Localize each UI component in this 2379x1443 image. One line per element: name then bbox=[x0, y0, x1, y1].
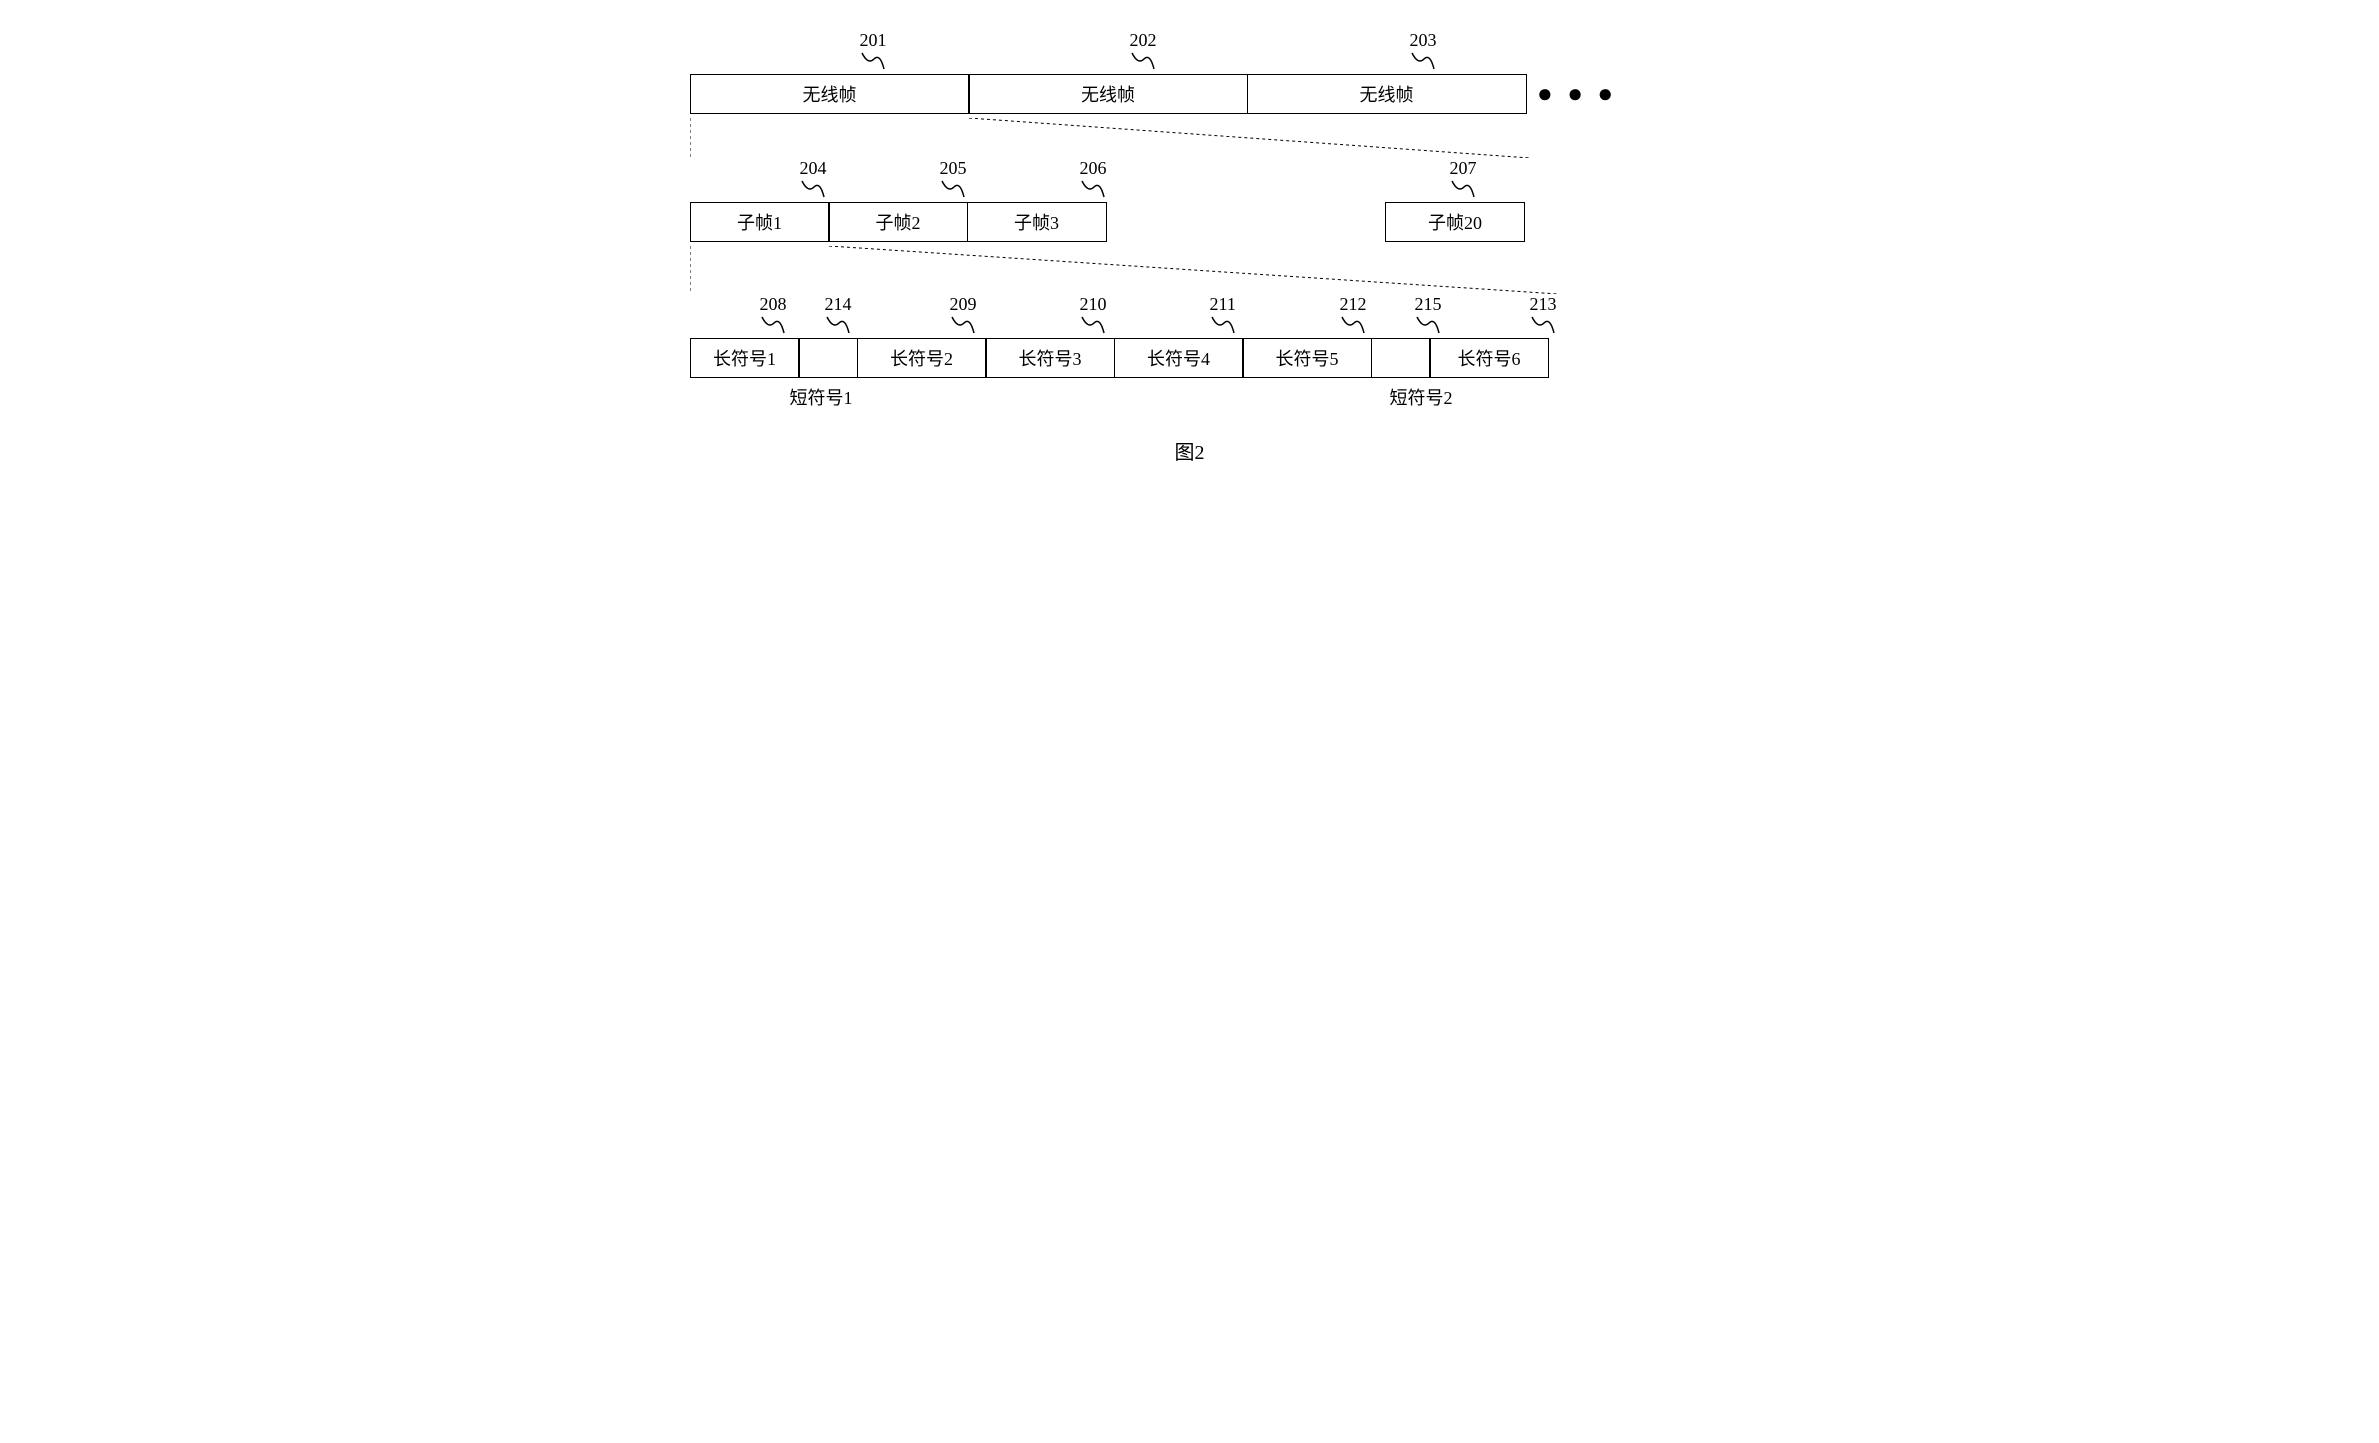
row3: 长符号1 长符号2 长符号3 长符号4 长符号5 长符号6 bbox=[690, 338, 1690, 378]
label-202: 202 bbox=[1130, 30, 1157, 71]
label-201: 201 bbox=[860, 30, 887, 71]
label-209: 209 bbox=[950, 294, 977, 335]
figure-label: 图2 bbox=[690, 436, 1690, 465]
label-203-text: 203 bbox=[1410, 30, 1437, 51]
label-210: 210 bbox=[1080, 294, 1107, 335]
short-symbol-1-label: 短符号1 bbox=[790, 384, 853, 410]
long-symbol-4: 长符号4 bbox=[1114, 338, 1244, 378]
connector-2 bbox=[690, 246, 1590, 294]
label-215: 215 bbox=[1415, 294, 1442, 335]
label-213: 213 bbox=[1530, 294, 1557, 335]
radio-frame-1: 无线帧 bbox=[690, 74, 970, 114]
radio-frame-2: 无线帧 bbox=[968, 74, 1248, 114]
gap bbox=[1105, 202, 1385, 242]
label-211: 211 bbox=[1210, 294, 1236, 335]
label-204: 204 bbox=[800, 158, 827, 199]
row2-labels: 204 205 206 207 bbox=[690, 158, 1690, 202]
label-205: 205 bbox=[940, 158, 967, 199]
subframe-2: 子帧2 bbox=[828, 202, 968, 242]
label-206: 206 bbox=[1080, 158, 1107, 199]
label-207-text: 207 bbox=[1450, 158, 1477, 179]
label-202-text: 202 bbox=[1130, 30, 1157, 51]
diagram-container: 201 202 203 无线帧 无线帧 无线帧 ● ● ● 204 205 bbox=[690, 30, 1690, 465]
label-214: 214 bbox=[825, 294, 852, 335]
ellipsis-1: ● ● ● bbox=[1537, 79, 1617, 109]
short-symbol-2-label: 短符号2 bbox=[1390, 384, 1453, 410]
label-204-text: 204 bbox=[800, 158, 827, 179]
row3-bottom-labels: 短符号1 短符号2 bbox=[690, 384, 1590, 412]
label-203: 203 bbox=[1410, 30, 1437, 71]
short-symbol-2-cell bbox=[1371, 338, 1431, 378]
row1: 无线帧 无线帧 无线帧 ● ● ● bbox=[690, 74, 1690, 114]
row1-labels: 201 202 203 bbox=[690, 30, 1690, 74]
label-205-text: 205 bbox=[940, 158, 967, 179]
short-symbol-1-cell bbox=[798, 338, 858, 378]
label-206-text: 206 bbox=[1080, 158, 1107, 179]
subframe-1: 子帧1 bbox=[690, 202, 830, 242]
label-207: 207 bbox=[1450, 158, 1477, 199]
row2: 子帧1 子帧2 子帧3 子帧20 bbox=[690, 202, 1690, 242]
long-symbol-5: 长符号5 bbox=[1242, 338, 1372, 378]
label-208: 208 bbox=[760, 294, 787, 335]
row3-labels: 208 214 209 210 211 212 215 213 bbox=[690, 294, 1590, 338]
long-symbol-2: 长符号2 bbox=[857, 338, 987, 378]
label-212: 212 bbox=[1340, 294, 1367, 335]
long-symbol-3: 长符号3 bbox=[985, 338, 1115, 378]
radio-frame-3: 无线帧 bbox=[1247, 74, 1527, 114]
subframe-20: 子帧20 bbox=[1385, 202, 1525, 242]
long-symbol-6: 长符号6 bbox=[1429, 338, 1549, 378]
connector-1 bbox=[690, 118, 1590, 158]
subframe-3: 子帧3 bbox=[967, 202, 1107, 242]
long-symbol-1: 长符号1 bbox=[690, 338, 800, 378]
label-201-text: 201 bbox=[860, 30, 887, 51]
